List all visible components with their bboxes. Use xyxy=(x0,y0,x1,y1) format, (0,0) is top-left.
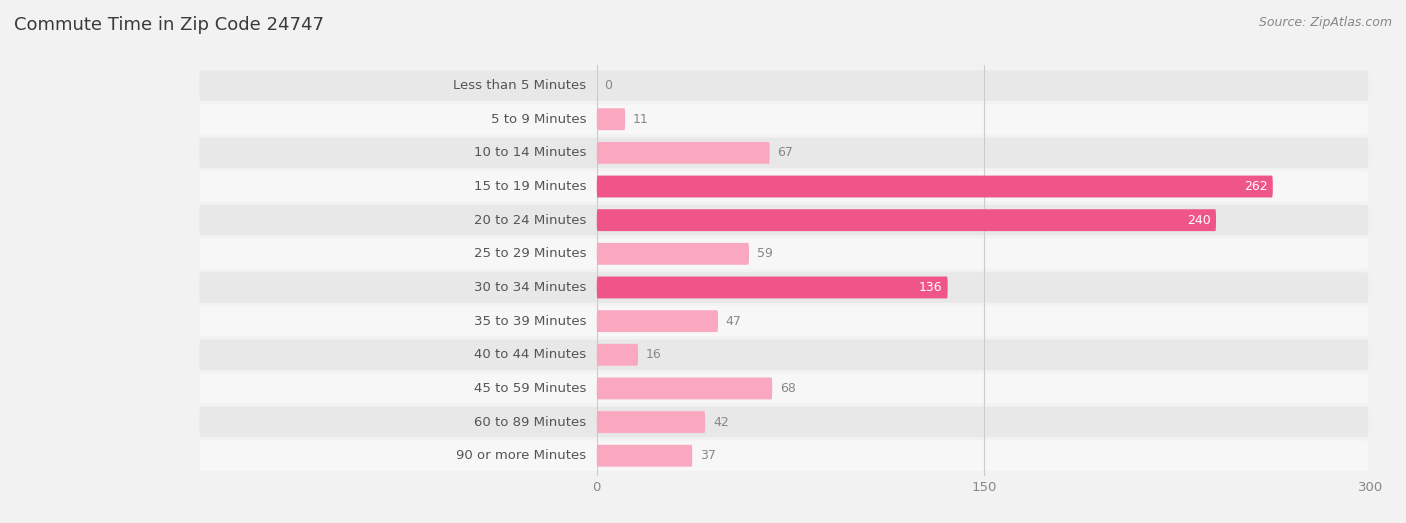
Text: 45 to 59 Minutes: 45 to 59 Minutes xyxy=(474,382,586,395)
Text: 37: 37 xyxy=(700,449,716,462)
FancyBboxPatch shape xyxy=(596,108,626,130)
FancyBboxPatch shape xyxy=(200,172,1368,202)
FancyBboxPatch shape xyxy=(596,445,692,467)
Text: 11: 11 xyxy=(633,113,648,126)
Text: 42: 42 xyxy=(713,416,728,428)
Text: 15 to 19 Minutes: 15 to 19 Minutes xyxy=(474,180,586,193)
Text: 59: 59 xyxy=(756,247,773,260)
FancyBboxPatch shape xyxy=(200,306,1368,336)
Text: 16: 16 xyxy=(645,348,662,361)
Text: 68: 68 xyxy=(780,382,796,395)
Text: Source: ZipAtlas.com: Source: ZipAtlas.com xyxy=(1258,16,1392,29)
Text: Commute Time in Zip Code 24747: Commute Time in Zip Code 24747 xyxy=(14,16,323,33)
Text: 90 or more Minutes: 90 or more Minutes xyxy=(457,449,586,462)
FancyBboxPatch shape xyxy=(200,138,1368,168)
Text: 10 to 14 Minutes: 10 to 14 Minutes xyxy=(474,146,586,160)
Text: 25 to 29 Minutes: 25 to 29 Minutes xyxy=(474,247,586,260)
Text: 35 to 39 Minutes: 35 to 39 Minutes xyxy=(474,315,586,327)
FancyBboxPatch shape xyxy=(200,440,1368,471)
Text: 40 to 44 Minutes: 40 to 44 Minutes xyxy=(474,348,586,361)
Text: Less than 5 Minutes: Less than 5 Minutes xyxy=(453,79,586,92)
Text: 60 to 89 Minutes: 60 to 89 Minutes xyxy=(474,416,586,428)
Text: 67: 67 xyxy=(778,146,793,160)
Text: 47: 47 xyxy=(725,315,741,327)
FancyBboxPatch shape xyxy=(596,411,706,433)
FancyBboxPatch shape xyxy=(200,339,1368,370)
FancyBboxPatch shape xyxy=(200,104,1368,134)
FancyBboxPatch shape xyxy=(200,373,1368,404)
FancyBboxPatch shape xyxy=(596,277,948,299)
FancyBboxPatch shape xyxy=(200,205,1368,235)
FancyBboxPatch shape xyxy=(200,238,1368,269)
Text: 5 to 9 Minutes: 5 to 9 Minutes xyxy=(491,113,586,126)
FancyBboxPatch shape xyxy=(200,272,1368,303)
FancyBboxPatch shape xyxy=(596,142,769,164)
FancyBboxPatch shape xyxy=(596,209,1216,231)
FancyBboxPatch shape xyxy=(596,176,1272,198)
Text: 30 to 34 Minutes: 30 to 34 Minutes xyxy=(474,281,586,294)
FancyBboxPatch shape xyxy=(596,310,718,332)
FancyBboxPatch shape xyxy=(596,243,749,265)
FancyBboxPatch shape xyxy=(596,344,638,366)
FancyBboxPatch shape xyxy=(200,407,1368,437)
Text: 20 to 24 Minutes: 20 to 24 Minutes xyxy=(474,214,586,226)
Text: 0: 0 xyxy=(605,79,613,92)
Text: 240: 240 xyxy=(1187,214,1211,226)
Text: 262: 262 xyxy=(1244,180,1268,193)
FancyBboxPatch shape xyxy=(596,378,772,400)
FancyBboxPatch shape xyxy=(200,71,1368,101)
Text: 136: 136 xyxy=(920,281,942,294)
